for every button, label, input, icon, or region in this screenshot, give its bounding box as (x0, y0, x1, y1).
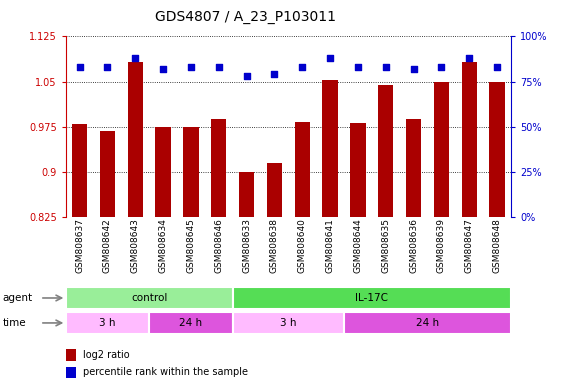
Bar (489, 81, 505, 217)
Point (465, 55, 474, 61)
Text: 24 h: 24 h (179, 318, 203, 328)
Bar (233, 312, 344, 334)
Bar (350, 122, 365, 217)
Point (214, 64, 223, 70)
Bar (434, 81, 449, 217)
Text: percentile rank within the sample: percentile rank within the sample (83, 367, 248, 377)
Bar (127, 62, 143, 217)
Point (325, 55, 335, 61)
Bar (100, 131, 115, 217)
Bar (461, 62, 477, 217)
Bar (72, 124, 87, 217)
Point (103, 64, 112, 70)
Bar (66, 287, 233, 309)
Text: 3 h: 3 h (99, 318, 116, 328)
Bar (183, 127, 199, 217)
Point (186, 64, 195, 70)
Text: agent: agent (3, 293, 33, 303)
Bar (233, 287, 511, 309)
Bar (323, 80, 338, 217)
Text: 3 h: 3 h (280, 318, 296, 328)
Point (131, 55, 140, 61)
Bar (66, 312, 149, 334)
Bar (239, 172, 254, 217)
Bar (155, 127, 171, 217)
Text: IL-17C: IL-17C (355, 293, 388, 303)
Bar (149, 312, 233, 334)
Point (242, 73, 251, 79)
Point (297, 64, 307, 70)
Bar (406, 119, 421, 217)
Text: GDS4807 / A_23_P103011: GDS4807 / A_23_P103011 (155, 10, 336, 23)
Bar (344, 312, 511, 334)
Point (353, 64, 363, 70)
Point (409, 66, 418, 72)
Bar (378, 84, 393, 217)
Bar (295, 122, 310, 217)
Bar (211, 119, 227, 217)
Point (493, 64, 502, 70)
Text: 24 h: 24 h (416, 318, 439, 328)
Point (75, 64, 84, 70)
Point (437, 64, 446, 70)
Bar (267, 163, 282, 217)
Point (381, 64, 391, 70)
Text: control: control (131, 293, 167, 303)
Text: time: time (3, 318, 26, 328)
Point (270, 71, 279, 78)
Point (159, 66, 168, 72)
Text: log2 ratio: log2 ratio (83, 350, 130, 360)
